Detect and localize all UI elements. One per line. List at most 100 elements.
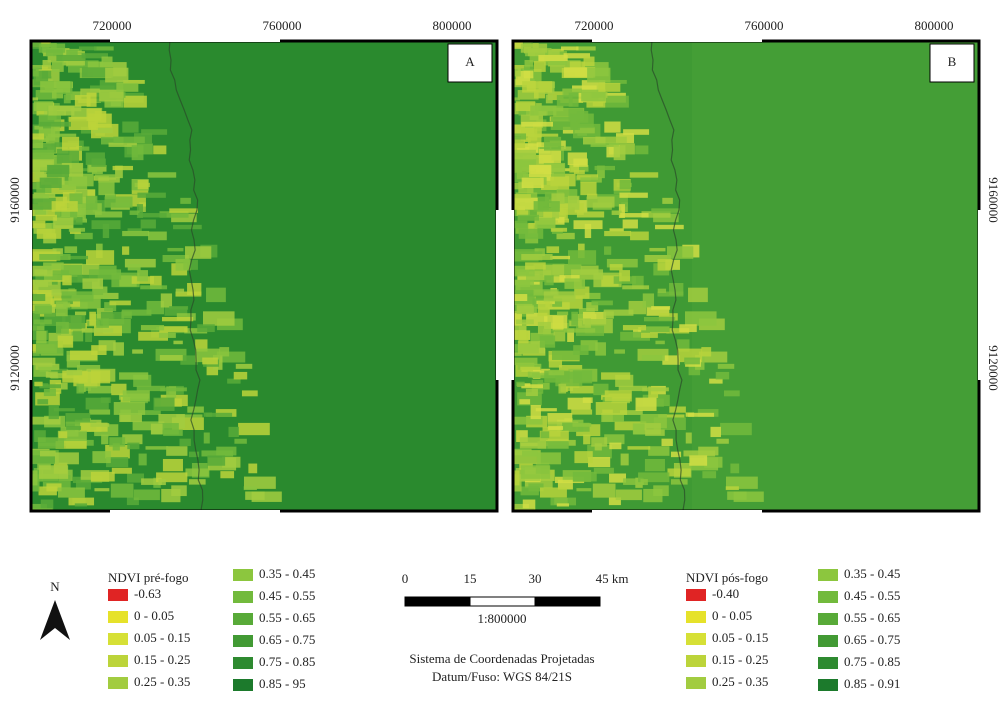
land-patch [530, 106, 556, 116]
legend-swatch [233, 635, 253, 647]
land-patch [720, 423, 752, 435]
land-patch [544, 137, 561, 151]
land-patch [513, 358, 537, 365]
land-patch [522, 451, 538, 457]
land-patch [594, 468, 614, 474]
land-patch [616, 490, 642, 501]
land-patch [623, 129, 649, 135]
land-patch [124, 96, 147, 108]
land-patch [122, 246, 129, 254]
panel-label: B [948, 54, 957, 69]
land-patch [158, 479, 165, 485]
x-coordinate-label: 760000 [745, 18, 784, 33]
land-patch [61, 265, 82, 277]
land-patch [148, 172, 176, 177]
land-patch [591, 301, 612, 306]
land-patch [197, 324, 215, 332]
map-image [512, 40, 980, 527]
land-patch [69, 228, 85, 232]
land-patch [228, 427, 238, 437]
land-patch [518, 331, 528, 343]
land-patch [612, 211, 622, 215]
legend-label: 0.25 - 0.35 [712, 674, 768, 689]
land-patch [62, 291, 94, 301]
land-patch [514, 133, 526, 139]
legend-label: 0.75 - 0.85 [844, 654, 900, 669]
land-patch [620, 180, 631, 190]
land-patch [633, 424, 645, 435]
land-patch [37, 229, 61, 239]
land-patch [548, 50, 559, 55]
land-patch [540, 336, 555, 348]
land-patch [113, 342, 124, 355]
land-patch [571, 312, 578, 326]
land-patch [630, 172, 658, 177]
land-patch [38, 437, 64, 448]
legend-label: 0.65 - 0.75 [844, 632, 900, 647]
figure: N A72000076000080000091600009120000B7200… [0, 0, 1000, 705]
land-patch [43, 262, 64, 269]
legend-swatch [818, 591, 838, 603]
y-coordinate-label: 9120000 [7, 345, 22, 391]
land-patch [119, 372, 148, 379]
legend-label: 0.55 - 0.65 [259, 610, 315, 625]
land-patch [180, 439, 191, 446]
land-patch [185, 246, 211, 259]
land-patch [520, 437, 546, 448]
land-patch [539, 149, 561, 164]
land-patch [522, 81, 552, 92]
legend-swatch [686, 677, 706, 689]
land-patch [587, 197, 615, 208]
land-patch [32, 294, 45, 301]
land-patch [75, 503, 87, 506]
land-patch [163, 459, 183, 471]
legend-swatch [108, 611, 128, 623]
land-patch [95, 211, 122, 217]
land-patch [635, 145, 648, 154]
land-patch [185, 468, 208, 476]
land-patch [180, 198, 191, 204]
land-patch [609, 443, 621, 450]
land-patch [91, 159, 106, 167]
land-patch [138, 213, 166, 217]
land-patch [623, 219, 638, 228]
land-patch [537, 452, 561, 464]
land-patch [662, 198, 673, 204]
land-patch [526, 512, 554, 524]
land-patch [76, 384, 84, 394]
land-patch [669, 283, 683, 295]
land-patch [557, 312, 568, 316]
land-patch [580, 177, 602, 182]
land-patch [546, 95, 553, 104]
land-patch [577, 211, 604, 217]
land-patch [701, 347, 711, 356]
land-patch [248, 464, 257, 474]
legend-label: 0.15 - 0.25 [134, 652, 190, 667]
land-patch [518, 280, 530, 287]
land-patch [57, 149, 79, 164]
legend-swatch [233, 657, 253, 669]
land-patch [43, 512, 52, 527]
land-patch [545, 302, 552, 307]
graticule-segment [592, 39, 762, 42]
land-patch [62, 275, 71, 285]
legend-swatch [233, 679, 253, 691]
scale-bar-segment [470, 597, 535, 606]
land-patch [234, 439, 246, 444]
land-patch [36, 280, 48, 287]
land-patch [520, 367, 540, 370]
land-patch [540, 487, 567, 497]
land-patch [58, 487, 85, 497]
land-patch [102, 57, 113, 66]
land-patch [591, 437, 607, 446]
land-patch [679, 324, 697, 332]
land-patch [689, 455, 707, 465]
land-patch [101, 435, 108, 445]
land-patch [86, 196, 97, 210]
land-patch [167, 248, 183, 251]
land-patch [544, 291, 576, 301]
land-patch [651, 208, 680, 213]
land-patch [716, 372, 729, 379]
land-patch [48, 134, 77, 137]
land-patch [56, 55, 85, 61]
